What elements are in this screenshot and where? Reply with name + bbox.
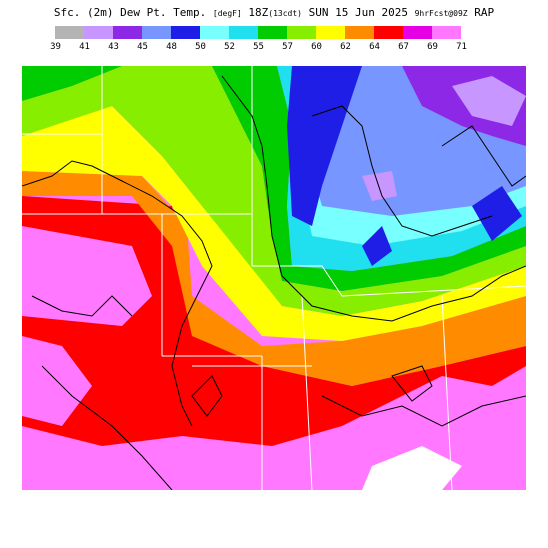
legend-tick-69: 69: [427, 42, 438, 52]
contour-line-6: [321, 395, 526, 427]
contour-line-3: [311, 105, 493, 237]
legend-swatch-1: [84, 26, 113, 39]
legend-swatch-2: [113, 26, 142, 39]
legend-swatch-8: [287, 26, 316, 39]
legend-swatch-10: [345, 26, 374, 39]
field-67-patch-w: [22, 226, 152, 326]
title-local-time: (13cdt): [268, 9, 302, 18]
field-55-band-west: [22, 66, 122, 101]
title-product: Sfc. (2m) Dew Pt. Temp.: [53, 6, 207, 19]
legend-tick-45: 45: [137, 42, 148, 52]
contour-line-4: [31, 295, 133, 317]
legend-tick-55: 55: [253, 42, 264, 52]
state-border-9: [301, 295, 313, 490]
field-41-band: [452, 76, 526, 126]
legend-tick-50: 50: [195, 42, 206, 52]
legend-tick-57: 57: [282, 42, 293, 52]
title-model: RAP: [474, 6, 495, 19]
map-title: Sfc. (2m) Dew Pt. Temp. [degF] 18Z(13cdt…: [0, 6, 548, 19]
legend-swatch-4: [171, 26, 200, 39]
state-borders: [22, 66, 526, 490]
field-48-blob-2: [472, 186, 522, 241]
title-valid-time: 18Z: [248, 6, 269, 19]
field-48-blob-1: [362, 226, 392, 266]
legend-swatch-6: [229, 26, 258, 39]
field-below-gap: [362, 446, 462, 490]
contour-line-1: [22, 160, 213, 427]
title-date: SUN 15 Jun 2025: [308, 6, 408, 19]
state-border-8: [341, 285, 526, 297]
field-64-band: [22, 196, 526, 446]
legend-swatch-13: [432, 26, 461, 39]
title-forecast: 9hrFcst@09Z: [414, 9, 468, 18]
legend-swatch-9: [316, 26, 345, 39]
title-units: [degF]: [212, 9, 242, 18]
legend-tick-41: 41: [79, 42, 90, 52]
legend-tick-39: 39: [50, 42, 61, 52]
legend-tick-labels: 39 41 43 45 48 50 52 55 57 60 62 64 67 69 71: [50, 42, 505, 54]
legend-swatch-0: [55, 26, 84, 39]
legend-swatch-12: [403, 26, 432, 39]
dewpoint-map-svg: [22, 66, 526, 490]
field-62-band: [22, 171, 526, 386]
legend-swatch-5: [200, 26, 229, 39]
legend-tick-71: 71: [456, 42, 467, 52]
contour-loop-1: [191, 375, 223, 417]
contour-line-7: [441, 125, 526, 187]
legend-swatch-11: [374, 26, 403, 39]
legend-tick-62: 62: [340, 42, 351, 52]
field-60-band: [22, 106, 526, 341]
legend-tick-64: 64: [369, 42, 380, 52]
contour-lines: [22, 75, 526, 490]
legend-tick-48: 48: [166, 42, 177, 52]
field-41-blob: [362, 171, 397, 201]
legend-tick-60: 60: [311, 42, 322, 52]
field-48-band-west: [287, 66, 362, 226]
contour-line-2: [221, 75, 526, 322]
legend-swatch-7: [258, 26, 287, 39]
field-57-band: [22, 66, 526, 316]
legend-tick-67: 67: [398, 42, 409, 52]
legend-tick-52: 52: [224, 42, 235, 52]
color-legend: [55, 26, 461, 39]
dewpoint-map: [22, 66, 526, 490]
legend-tick-43: 43: [108, 42, 119, 52]
legend-swatch-3: [142, 26, 171, 39]
state-border-7: [252, 265, 343, 297]
contour-line-5: [41, 365, 173, 490]
state-border-11: [441, 295, 453, 490]
contour-loop-2: [391, 365, 433, 402]
